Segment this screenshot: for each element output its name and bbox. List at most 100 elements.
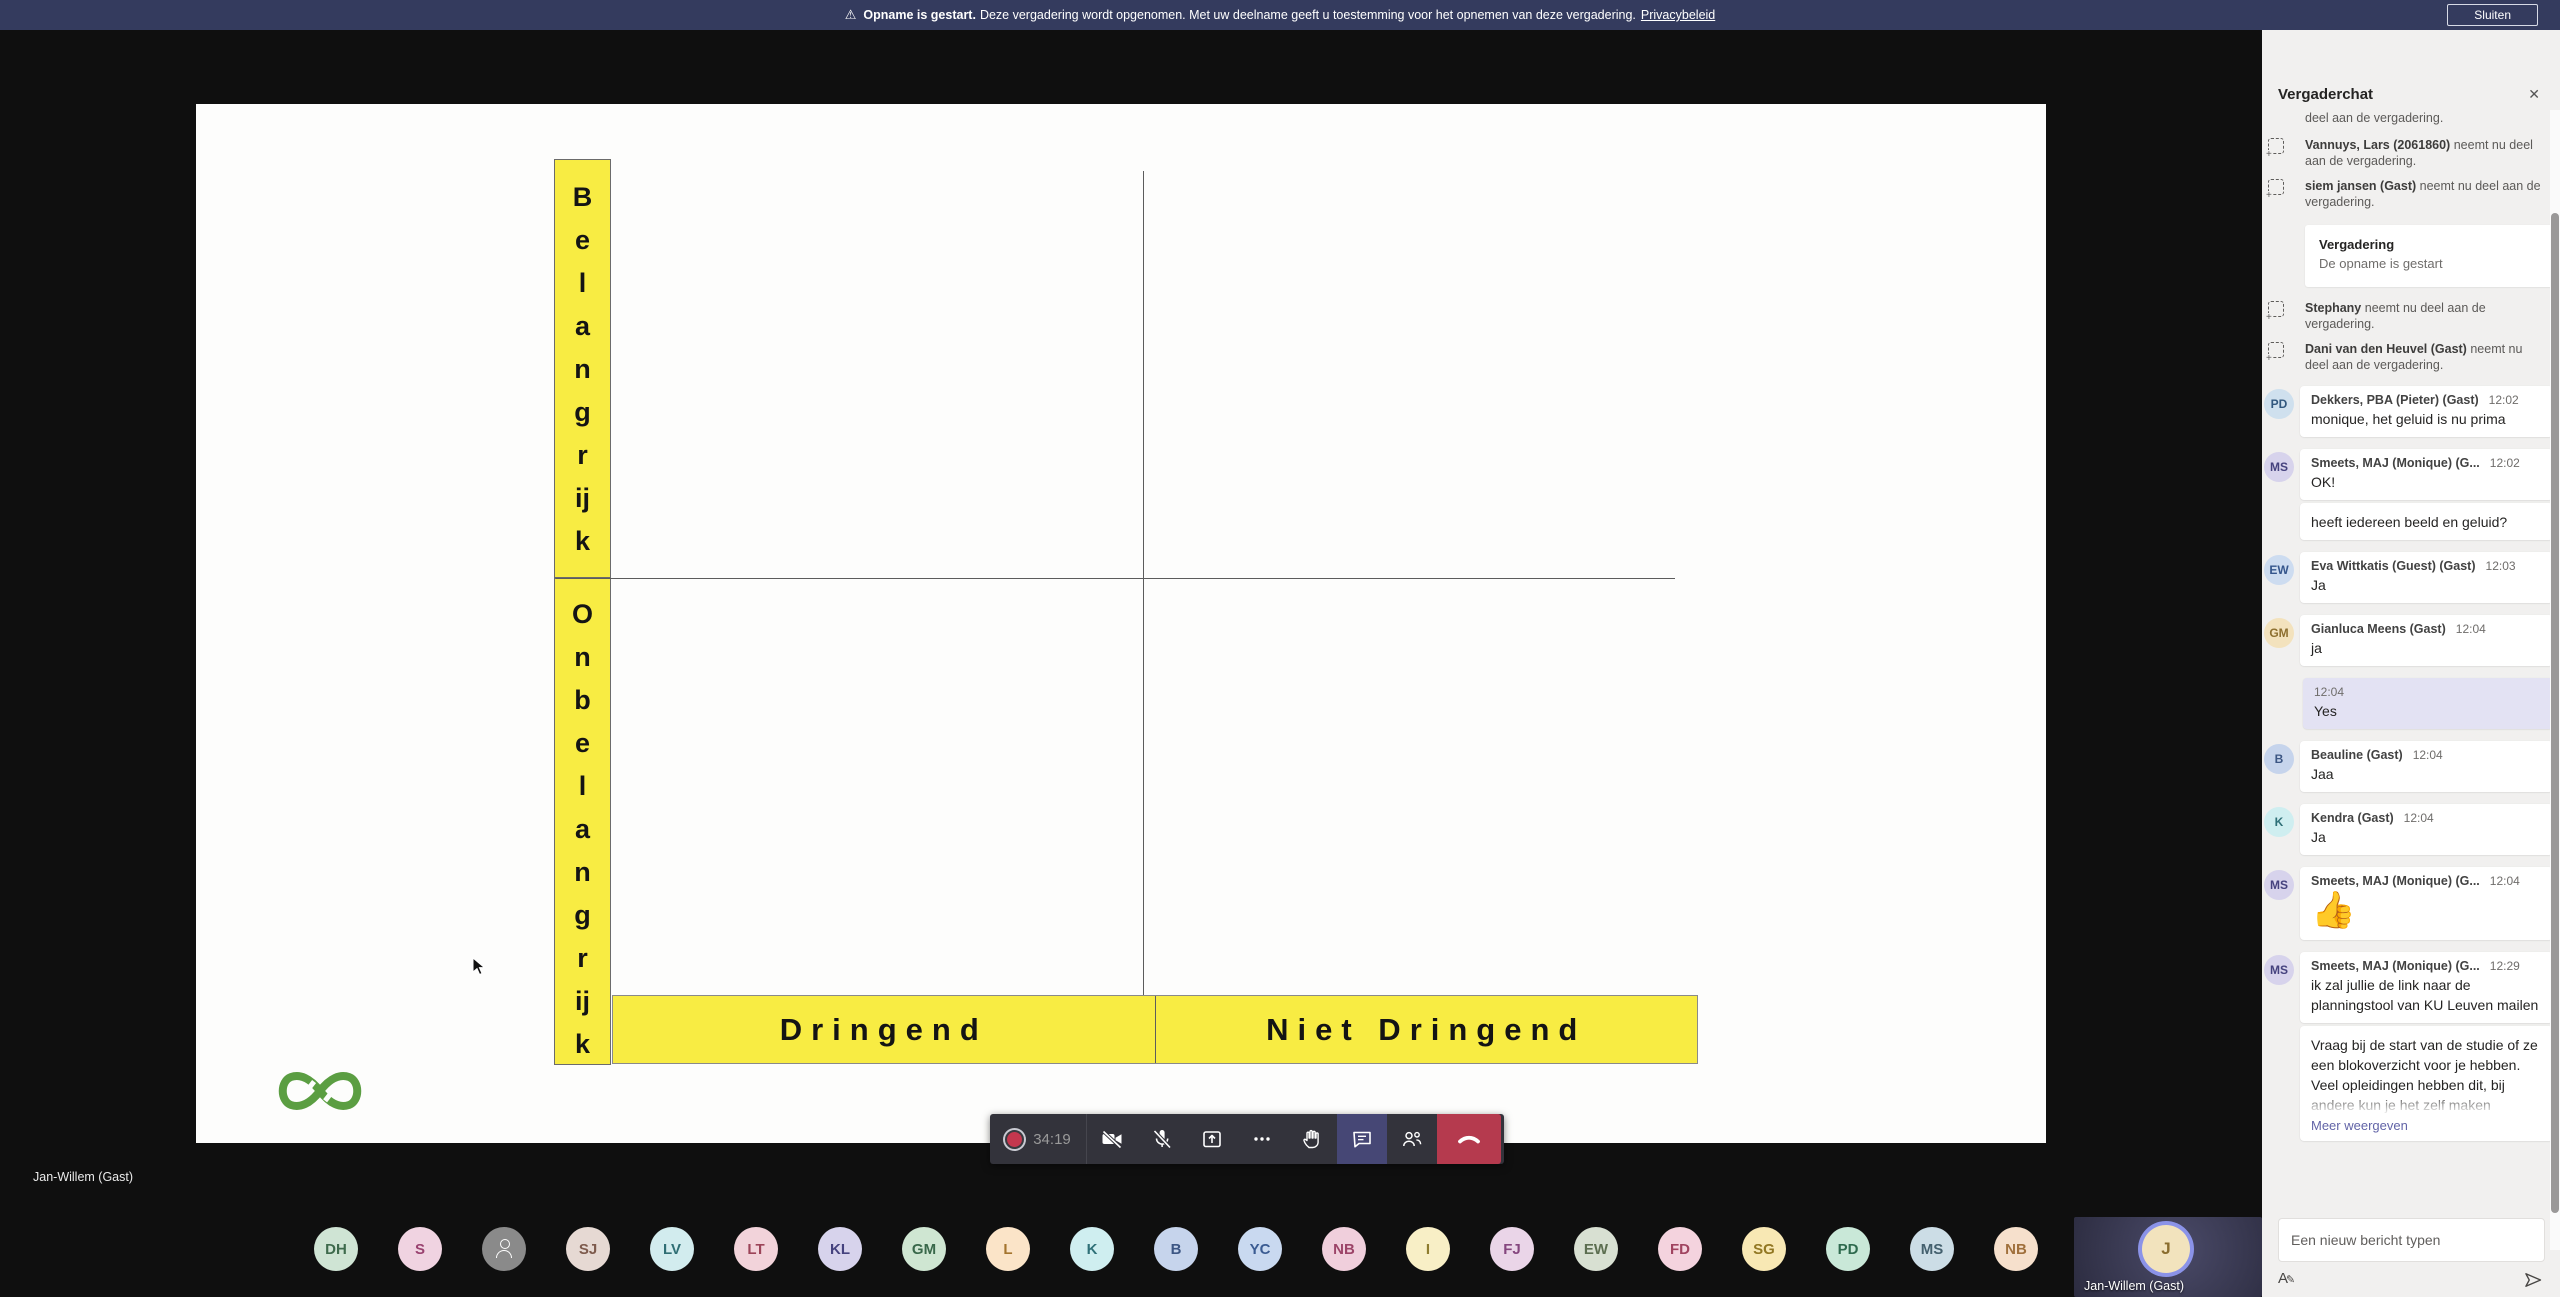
participant-avatar[interactable]: I (1406, 1227, 1450, 1271)
chat-title: Vergaderchat (2278, 86, 2374, 103)
chat-close-icon[interactable]: ✕ (2528, 86, 2540, 102)
recording-banner: ⚠ Opname is gestart. Deze vergadering wo… (0, 0, 2560, 30)
participant-avatar-anonymous[interactable] (482, 1227, 526, 1271)
recording-dot-icon (1005, 1129, 1025, 1149)
chat-avatar: PD (2264, 388, 2294, 419)
avatar-initials: SG (1753, 1240, 1775, 1258)
self-video-tile[interactable]: J Jan-Willem (Gast) (2074, 1217, 2262, 1297)
chat-message: B Beauline (Gast) 12:04 Jaa (2264, 740, 2553, 792)
participant-avatar[interactable]: B (1154, 1227, 1198, 1271)
infinity-logo-icon (272, 1066, 368, 1121)
share-button[interactable] (1187, 1114, 1237, 1164)
avatar-initials: L (1003, 1240, 1013, 1258)
participant-avatar[interactable]: KL (818, 1227, 862, 1271)
banner-bold-text: Opname is gestart. (863, 8, 976, 22)
chat-message: PD Dekkers, PBA (Pieter) (Gast) 12:02 mon… (2264, 385, 2553, 437)
chat-message: EW Eva Wittkatis (Guest) (Gast) 12:03 Ja (2264, 551, 2553, 603)
meeting-event-card: Vergadering De opname is gestart (2305, 224, 2553, 287)
compose-toolbar: A✎ (2278, 1270, 2545, 1292)
chat-scrollbar-thumb[interactable] (2551, 213, 2559, 1213)
matrix-bottom-bar: Dringend Niet Dringend (612, 995, 1698, 1064)
participant-avatar[interactable]: GM (902, 1227, 946, 1271)
avatar-initials: B (1170, 1240, 1182, 1258)
participant-avatar[interactable]: MS (1910, 1227, 1954, 1271)
chat-message: MS Smeets, MAJ (Monique) (G... 12:29 ik z… (2264, 951, 2553, 1023)
system-message-partial: deel aan de vergadering. (2305, 111, 2444, 125)
chat-icon (1350, 1127, 1374, 1151)
meeting-chat-panel: Vergaderchat ✕ deel aan de vergadering. … (2262, 30, 2560, 1297)
raise-hand-button[interactable] (1287, 1114, 1337, 1164)
more-icon (1250, 1127, 1274, 1151)
avatar-initials: EW (1583, 1240, 1609, 1258)
shared-whiteboard: B e l a n g r ij k O n b e l a n g r ij … (196, 104, 2046, 1143)
banner-text: Deze vergadering wordt opgenomen. Met uw… (979, 8, 1636, 22)
chat-message-emoji: MS Smeets, MAJ (Monique) (G... 12:04 👍 (2264, 866, 2553, 940)
show-more-link[interactable]: Meer weergeven (2311, 1117, 2408, 1133)
self-name-label: Jan-Willem (Gast) (2084, 1279, 2185, 1293)
chat-avatar: K (2264, 806, 2294, 837)
self-avatar: J (2142, 1225, 2190, 1273)
system-message-join: siem jansen (Gast) neemt nu deel aan de … (2265, 178, 2548, 211)
participant-avatar[interactable]: NB (1322, 1227, 1366, 1271)
avatar-initials: PD (1837, 1240, 1859, 1258)
participant-avatar[interactable]: SG (1742, 1227, 1786, 1271)
privacy-link[interactable]: Privacybeleid (1640, 8, 1716, 22)
camera-toggle-button[interactable] (1087, 1114, 1137, 1164)
calendar-join-icon (2265, 300, 2284, 322)
chat-avatar: B (2264, 743, 2294, 774)
meeting-toolbar: 34:19 (990, 1114, 1504, 1164)
participant-avatar[interactable]: EW (1574, 1227, 1618, 1271)
chat-message: K Kendra (Gast) 12:04 Ja (2264, 803, 2553, 855)
matrix-vertical-line (1143, 171, 1144, 1064)
meeting-timer: 34:19 (1033, 1130, 1071, 1148)
share-screen-icon (1200, 1127, 1224, 1151)
mouse-cursor (472, 956, 488, 982)
mic-toggle-button[interactable] (1137, 1114, 1187, 1164)
avatar-initials: LV (662, 1240, 682, 1258)
thumbs-up-emoji: 👍 (2311, 888, 2356, 930)
matrix-horizontal-line (556, 578, 1675, 579)
avatar-initials: KL (830, 1240, 850, 1258)
participants-button[interactable] (1387, 1114, 1437, 1164)
avatar-initials: MS (1920, 1240, 1944, 1258)
more-actions-button[interactable] (1237, 1114, 1287, 1164)
chat-toggle-button[interactable] (1337, 1114, 1387, 1164)
participant-avatar[interactable]: LV (650, 1227, 694, 1271)
send-icon[interactable] (2523, 1270, 2543, 1295)
avatar-initials: SJ (578, 1240, 598, 1258)
raise-hand-icon (1300, 1127, 1324, 1151)
participant-avatar[interactable]: K (1070, 1227, 1114, 1271)
recording-indicator: 34:19 (990, 1129, 1086, 1149)
avatar-initials: NB (2005, 1240, 2027, 1258)
matrix-label-dringend: Dringend (779, 1011, 988, 1047)
avatar-initials: S (414, 1240, 425, 1258)
avatar-initials: YC (1249, 1240, 1271, 1258)
participant-avatar[interactable]: L (986, 1227, 1030, 1271)
system-message-join: Vannuys, Lars (2061860) neemt nu deel aa… (2265, 137, 2548, 170)
chat-avatar: MS (2264, 869, 2294, 900)
participant-avatar[interactable]: PD (1826, 1227, 1870, 1271)
avatar-initials: DH (325, 1240, 347, 1258)
chat-message: MS Smeets, MAJ (Monique) (G... 12:02 OK! (2264, 448, 2553, 500)
participant-avatar[interactable]: YC (1238, 1227, 1282, 1271)
avatar-initials: I (1425, 1240, 1431, 1258)
participant-avatar[interactable]: SJ (566, 1227, 610, 1271)
chat-avatar: MS (2264, 451, 2294, 482)
participant-avatar[interactable]: FD (1658, 1227, 1702, 1271)
chat-message-input[interactable]: Een nieuw bericht typen (2278, 1218, 2545, 1262)
banner-close-button[interactable]: Sluiten (2447, 4, 2538, 26)
format-icon[interactable]: A✎ (2278, 1270, 2296, 1287)
participant-avatar[interactable]: LT (734, 1227, 778, 1271)
participant-avatar[interactable]: DH (314, 1227, 358, 1271)
chat-avatar: MS (2264, 954, 2294, 985)
participant-avatar[interactable]: FJ (1490, 1227, 1534, 1271)
mic-off-icon (1150, 1127, 1174, 1151)
avatar-initials: FJ (1503, 1240, 1521, 1258)
participant-avatar[interactable]: NB (1994, 1227, 2038, 1271)
chat-message-long: Vraag bij de start van de studie of ze e… (2300, 1025, 2553, 1141)
system-message-join: Dani van den Heuvel (Gast) neemt nu deel… (2265, 341, 2548, 374)
calendar-join-icon (2265, 178, 2284, 200)
hang-up-button[interactable] (1437, 1114, 1501, 1164)
participant-avatar[interactable]: S (398, 1227, 442, 1271)
presenter-name-label: Jan-Willem (Gast) (33, 1170, 134, 1184)
